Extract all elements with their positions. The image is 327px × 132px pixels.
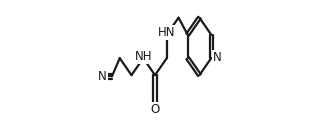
Text: N: N (213, 51, 222, 64)
Text: O: O (150, 103, 160, 116)
Text: NH: NH (134, 50, 152, 63)
Text: N: N (98, 70, 107, 83)
Text: HN: HN (158, 26, 176, 39)
